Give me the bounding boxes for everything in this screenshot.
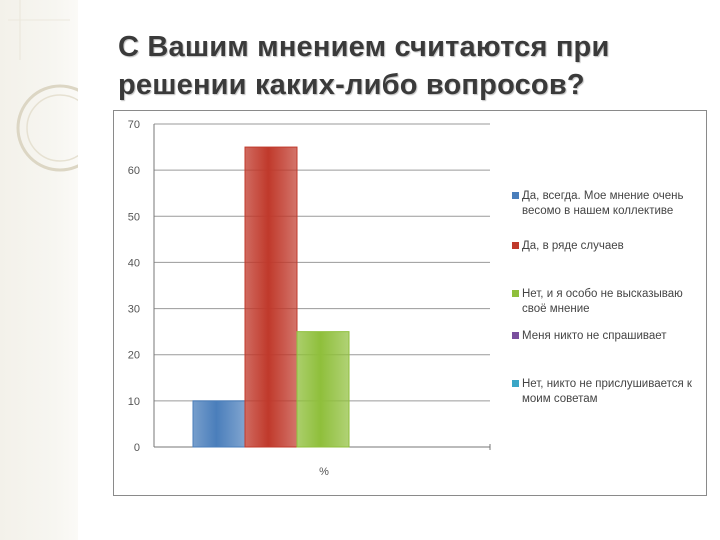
y-tick-label: 20	[128, 350, 140, 362]
decorative-circles	[8, 0, 78, 172]
legend-swatch	[512, 192, 519, 199]
chart-container: 0 10 20 30 40 50 60 70% Да, всегда. Мое мнение …	[113, 110, 707, 496]
legend-label: Нет, и я особо не высказываю своё мнение	[522, 288, 683, 315]
y-tick-label: 50	[128, 211, 140, 223]
y-tick-label: 0	[134, 442, 140, 454]
legend-item: Нет, никто не прислушивается к моим сове…	[512, 377, 704, 407]
bar-chart: 0 10 20 30 40 50 60 70%	[128, 119, 491, 478]
legend-label: Да, в ряде случаев	[522, 240, 624, 252]
slide-title-line-1: С Вашим мнением считаются при	[118, 31, 610, 63]
legend-label: Нет, никто не прислушивается к моим сове…	[522, 378, 692, 405]
legend-swatch	[512, 332, 519, 339]
y-tick-label: 40	[128, 257, 140, 269]
legend-label: Меня никто не спрашивает	[522, 330, 667, 342]
legend-item: Да, всегда. Мое мнение очень весомо в на…	[512, 189, 704, 219]
y-tick-label: 10	[128, 396, 140, 408]
decorative-side-strip	[0, 0, 78, 540]
legend-label: Да, всегда. Мое мнение очень весомо в на…	[522, 190, 684, 217]
legend-item: Да, в ряде случаев	[512, 239, 704, 254]
slide-title: С Вашим мнением считаются при решении ка…	[118, 28, 698, 104]
legend-swatch	[512, 380, 519, 387]
slide-title-line-2: решении каких-либо вопросов?	[118, 69, 585, 101]
x-category-label: %	[319, 466, 329, 478]
bar-series-2	[244, 146, 298, 448]
bar-series-3	[296, 331, 350, 448]
y-tick-label: 70	[128, 119, 140, 131]
legend-swatch	[512, 242, 519, 249]
bar-series-1	[192, 400, 246, 448]
y-tick-label: 60	[128, 165, 140, 177]
legend-item: Нет, и я особо не высказываю своё мнение	[512, 287, 704, 317]
legend-item: Меня никто не спрашивает	[512, 329, 704, 344]
legend-swatch	[512, 290, 519, 297]
y-tick-label: 30	[128, 304, 140, 316]
